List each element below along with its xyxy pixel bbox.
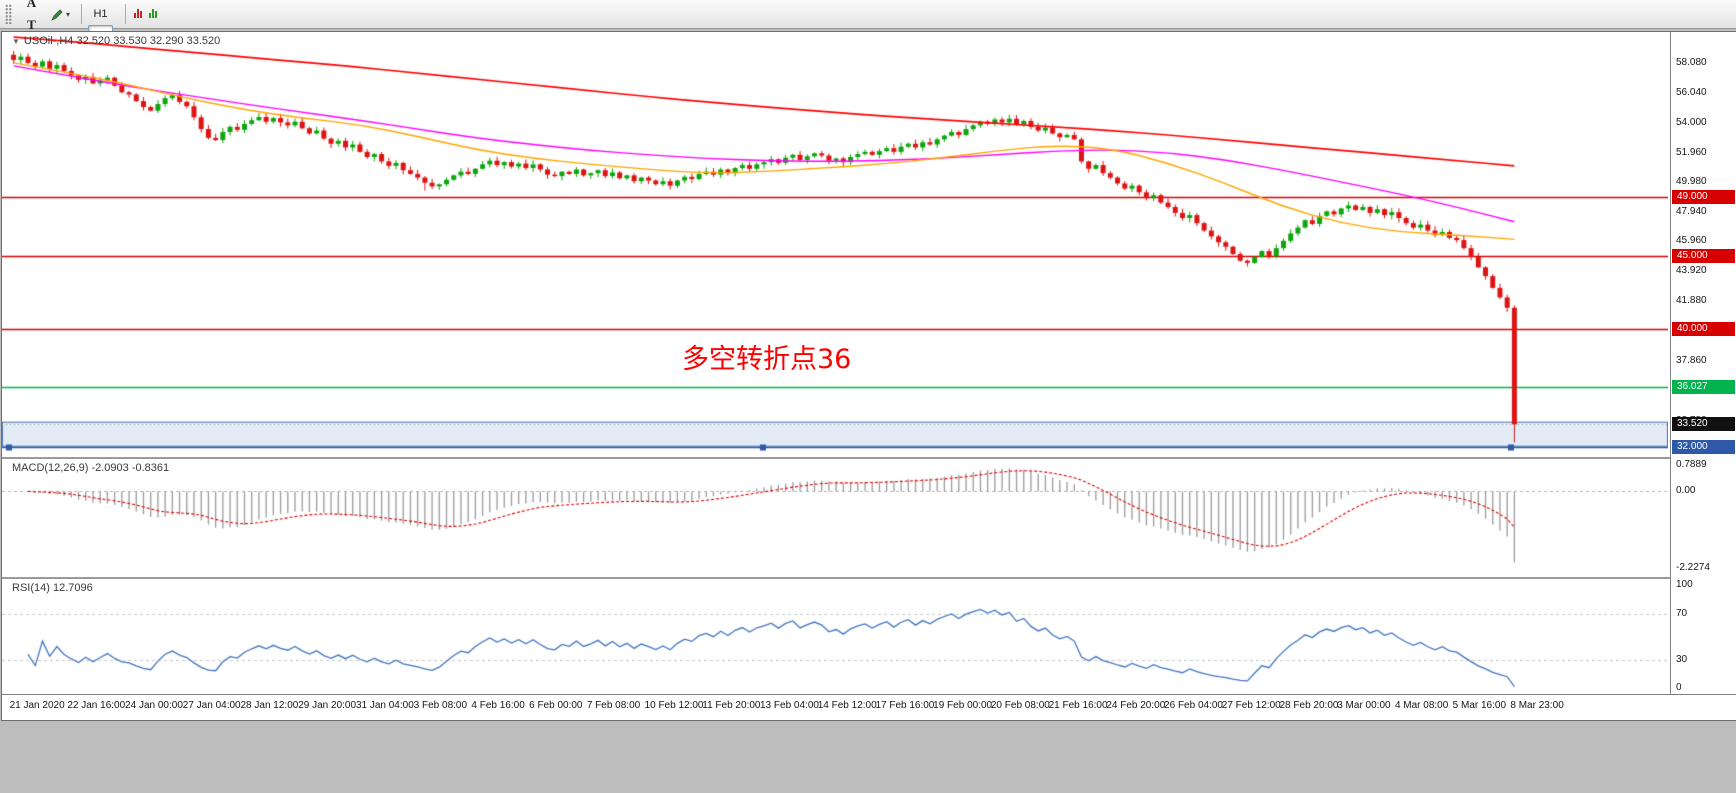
- price-axis[interactable]: 58.080 56.040 54.000 51.960 49.980 47.940 45.9…: [1670, 32, 1736, 694]
- toolbar-separator: [125, 4, 127, 24]
- price-tick-label: 58.080: [1676, 57, 1707, 69]
- main-price-panel[interactable]: ▼ USOil-,H4 32.520 33.530 32.290 33.520 多…: [2, 32, 1668, 457]
- time-axis-label: 17 Feb 16:00: [875, 700, 935, 711]
- time-axis-label: 3 Mar 00:00: [1337, 700, 1391, 711]
- time-axis-label: 11 Feb 20:00: [702, 700, 761, 711]
- price-level-badge-45.000: 45.000: [1672, 248, 1735, 263]
- toolbar: AT ▾ M1M5M15M30H1H4D1W1MN: [0, 0, 1736, 108]
- rsi-scale-label: 30: [1676, 653, 1688, 665]
- price-level-badge-49.000: 49.000: [1672, 189, 1735, 204]
- time-axis-label: 10 Feb 12:00: [644, 700, 704, 711]
- rsi-indicator-panel[interactable]: RSI(14) 12.7096: [2, 579, 1668, 694]
- red-ticks-icon[interactable]: [134, 6, 143, 18]
- chart-text-annotation[interactable]: 多空转折点36: [682, 344, 852, 375]
- time-axis-label: 27 Jan 04:00: [182, 700, 241, 711]
- time-axis-label: 24 Jan 00:00: [125, 700, 183, 711]
- time-axis-label: 14 Feb 12:00: [817, 700, 877, 711]
- symbol-period-label: USOil-,H4: [23, 35, 74, 47]
- price-level-badge-36.027: 36.027: [1672, 380, 1735, 395]
- macd-scale-label: -2.2274: [1676, 561, 1710, 573]
- price-tick-label: 51.960: [1676, 147, 1707, 159]
- macd-indicator-panel[interactable]: MACD(12,26,9) -2.0903 -0.8361: [2, 459, 1668, 577]
- price-tick-label: 54.000: [1676, 117, 1707, 129]
- pencil-icon: [51, 8, 63, 21]
- toolbar-grip-handle[interactable]: [5, 4, 12, 24]
- rsi-label: RSI(14) 12.7096: [12, 582, 93, 594]
- chevron-down-icon: ▼: [12, 37, 20, 46]
- price-tick-label: 41.880: [1676, 295, 1707, 307]
- price-tick-label: 56.040: [1676, 87, 1707, 99]
- rsi-scale-label: 70: [1676, 607, 1688, 619]
- time-axis-label: 21 Feb 16:00: [1048, 700, 1108, 711]
- price-tick-label: 37.860: [1676, 354, 1707, 366]
- time-axis-label: 31 Jan 04:00: [355, 700, 414, 711]
- price-level-badge-40.000: 40.000: [1672, 322, 1735, 337]
- chart-title: ▼ USOil-,H4 32.520 33.530 32.290 33.520: [12, 35, 220, 47]
- time-axis-label: 20 Feb 08:00: [990, 700, 1050, 711]
- price-level-badge-33.520: 33.520: [1672, 417, 1735, 432]
- annotation-letter-tool-button[interactable]: A: [19, 0, 44, 14]
- price-tick-label: 45.960: [1676, 235, 1707, 247]
- time-axis-label: 27 Feb 12:00: [1221, 700, 1281, 711]
- macd-scale-label: 0.00: [1676, 485, 1696, 497]
- panel-splitter[interactable]: [2, 577, 1736, 579]
- time-axis-label: 6 Feb 00:00: [529, 700, 583, 711]
- time-axis-label: 19 Feb 00:00: [933, 700, 993, 711]
- macd-scale-label: 0.7889: [1676, 459, 1707, 470]
- time-axis-label: 29 Jan 20:00: [298, 700, 357, 711]
- timeframe-button-H1[interactable]: H1: [88, 3, 113, 25]
- time-axis-label: 4 Feb 16:00: [471, 700, 525, 711]
- time-axis-label: 8 Mar 23:00: [1510, 700, 1564, 711]
- time-axis-label: 21 Jan 2020: [9, 700, 65, 711]
- rsi-scale-label: 0: [1676, 682, 1682, 693]
- green-ticks-icon[interactable]: [149, 6, 158, 18]
- candlestick-chart-canvas[interactable]: [2, 32, 1668, 457]
- time-axis-label: 3 Feb 08:00: [413, 700, 468, 711]
- time-axis-label: 28 Feb 20:00: [1279, 700, 1339, 711]
- tick-chart-icons-group: [131, 5, 161, 23]
- time-axis-label: 5 Mar 16:00: [1452, 700, 1507, 711]
- price-tick-label: 43.920: [1676, 265, 1707, 277]
- macd-label: MACD(12,26,9) -2.0903 -0.8361: [12, 462, 170, 474]
- time-axis[interactable]: 21 Jan 2020 22 Jan 16:00 24 Jan 00:00 27 Ja…: [2, 694, 1736, 719]
- price-level-badge-32.000: 32.000: [1672, 439, 1735, 454]
- ohlc-values-label: 32.520 33.530 32.290 33.520: [76, 35, 221, 47]
- price-tick-label: 49.980: [1676, 176, 1707, 188]
- text-tool-button[interactable]: T: [19, 14, 44, 36]
- time-axis-label: 13 Feb 04:00: [760, 700, 819, 711]
- toolbar-separator: [81, 4, 83, 24]
- drawing-tool-button[interactable]: ▾: [46, 3, 75, 25]
- price-tick-label: 47.940: [1676, 206, 1707, 218]
- time-axis-label: 7 Feb 08:00: [586, 700, 641, 711]
- macd-chart-canvas[interactable]: [2, 459, 1668, 577]
- rsi-chart-canvas[interactable]: [2, 579, 1668, 694]
- time-axis-label: 24 Feb 20:00: [1106, 700, 1166, 711]
- time-axis-label: 4 Mar 08:00: [1394, 700, 1449, 711]
- panel-splitter[interactable]: [2, 457, 1736, 459]
- chevron-down-icon: ▾: [66, 9, 71, 19]
- time-axis-label: 28 Jan 12:00: [240, 700, 299, 711]
- time-axis-label: 22 Jan 16:00: [67, 700, 126, 711]
- chart-window: ▼ USOil-,H4 32.520 33.530 32.290 33.520 多…: [1, 31, 1736, 721]
- rsi-scale-label: 100: [1676, 579, 1693, 590]
- time-axis-label: 26 Feb 04:00: [1164, 700, 1223, 711]
